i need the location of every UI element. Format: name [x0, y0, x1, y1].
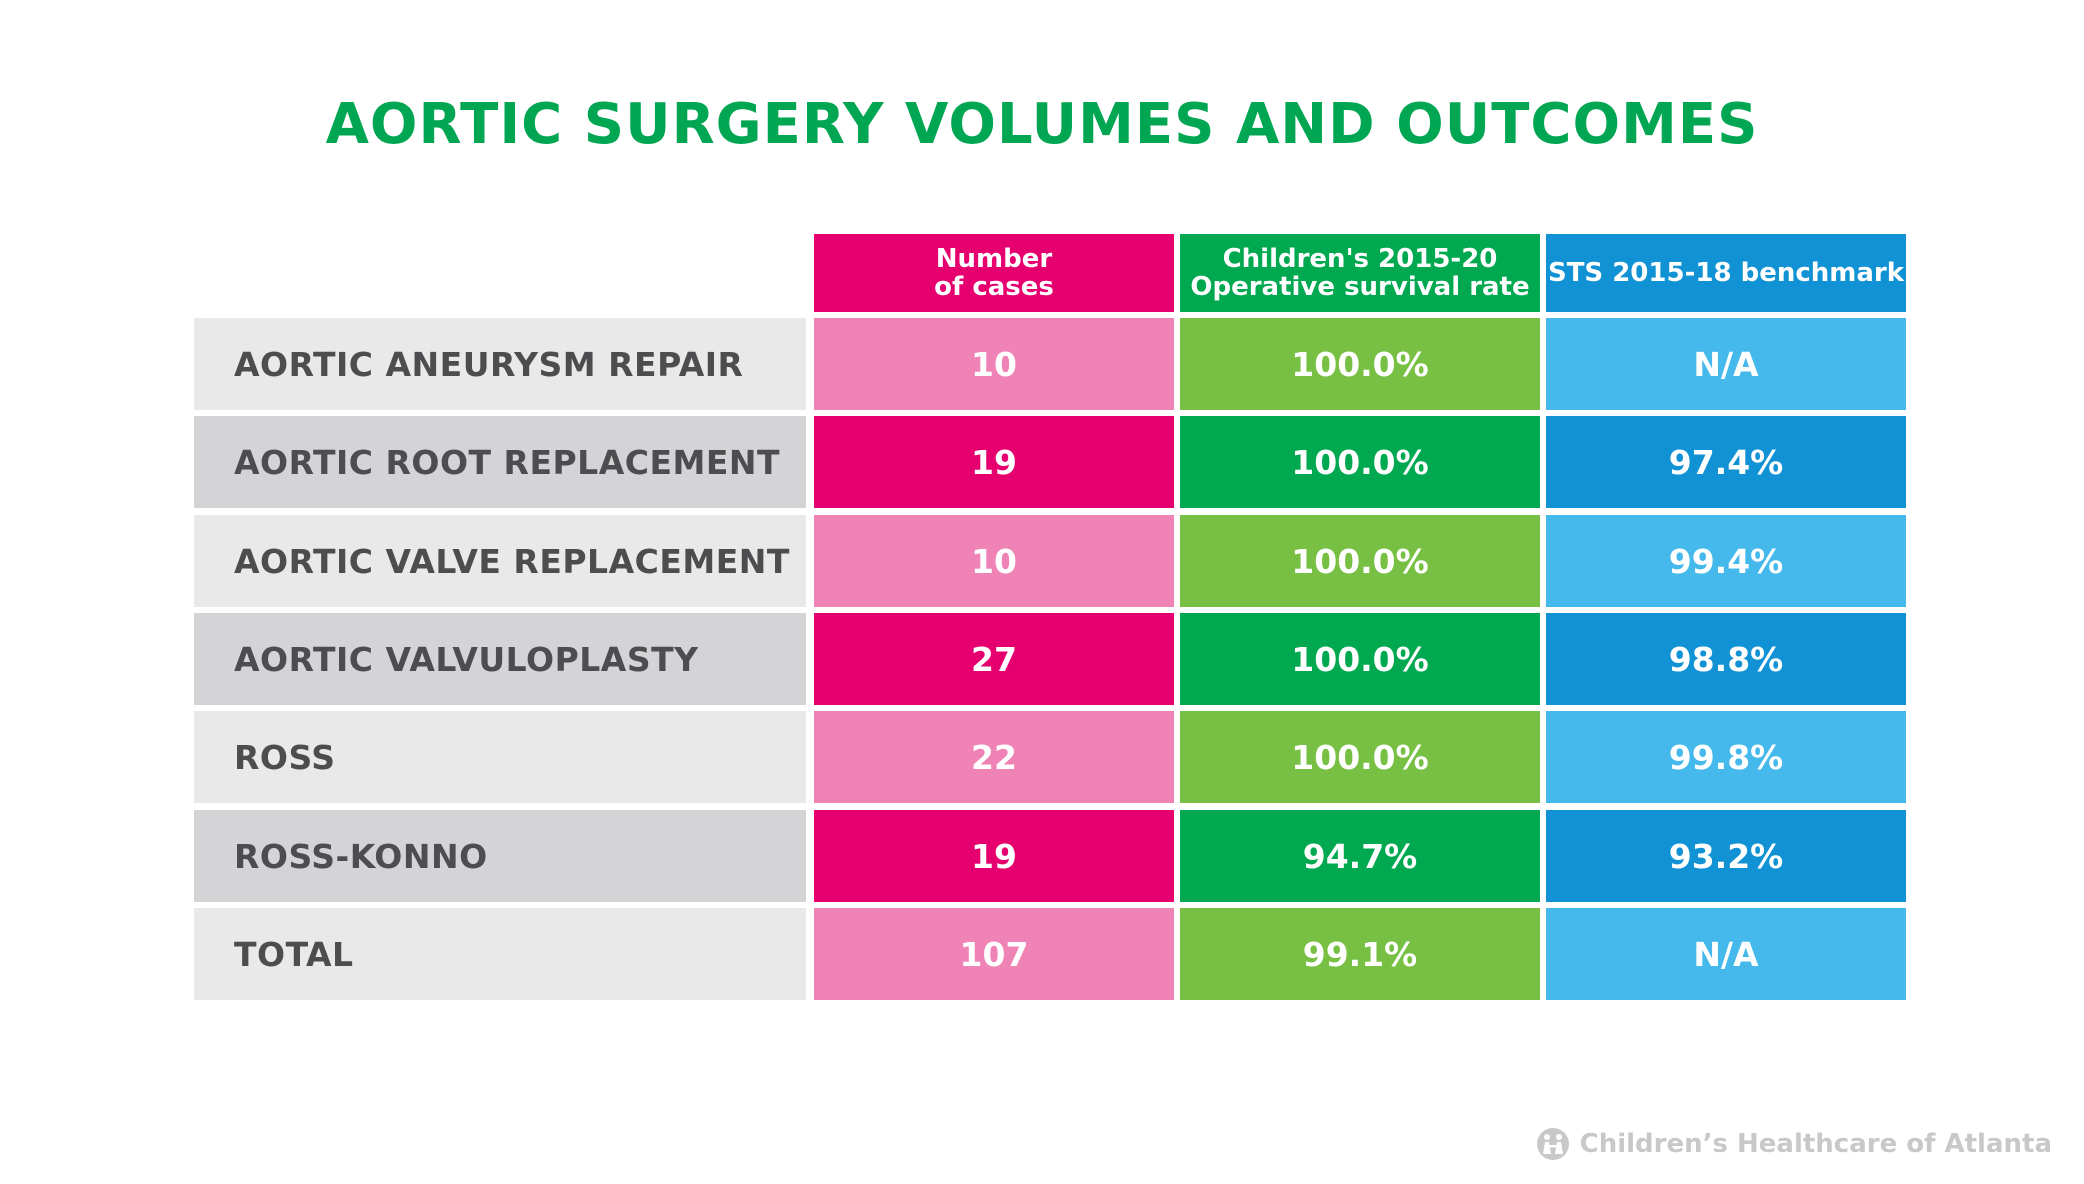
column-header: Children's 2015-20 Operative survival ra… [1180, 234, 1540, 312]
row-label: AORTIC ROOT REPLACEMENT [194, 416, 806, 508]
row-label: AORTIC ANEURYSM REPAIR [194, 318, 806, 410]
table-cell: 10 [814, 515, 1174, 607]
table-cell: N/A [1546, 908, 1906, 1000]
footer-text: Children’s Healthcare of Atlanta [1579, 1129, 2052, 1159]
table-cell: 100.0% [1180, 613, 1540, 705]
row-label: AORTIC VALVE REPLACEMENT [194, 515, 806, 607]
table-cell: 98.8% [1546, 613, 1906, 705]
table-cell: 99.1% [1180, 908, 1540, 1000]
chart-title: AORTIC SURGERY VOLUMES AND OUTCOMES [325, 92, 1759, 157]
row-label: ROSS-KONNO [194, 810, 806, 902]
footer-brand: Children’s Healthcare of Atlanta [1536, 1124, 2052, 1164]
row-label: ROSS [194, 711, 806, 803]
table-cell: 22 [814, 711, 1174, 803]
table-cell: 94.7% [1180, 810, 1540, 902]
row-label: AORTIC VALVULOPLASTY [194, 613, 806, 705]
table-cell: 100.0% [1180, 318, 1540, 410]
column-header: Number of cases [814, 234, 1174, 312]
table-cell: 10 [814, 318, 1174, 410]
table-cell: 93.2% [1546, 810, 1906, 902]
row-label: TOTAL [194, 908, 806, 1000]
childrens-healthcare-logo-icon [1536, 1128, 1569, 1160]
column-header: STS 2015-18 benchmark [1546, 234, 1906, 312]
table-cell: 100.0% [1180, 515, 1540, 607]
table-cell: 100.0% [1180, 711, 1540, 803]
table-cell: 97.4% [1546, 416, 1906, 508]
table-cell: 107 [814, 908, 1174, 1000]
table-cell: 19 [814, 416, 1174, 508]
table-cell: 19 [814, 810, 1174, 902]
table-cell: 27 [814, 613, 1174, 705]
table-cell: 99.4% [1546, 515, 1906, 607]
table-cell: N/A [1546, 318, 1906, 410]
table-cell: 100.0% [1180, 416, 1540, 508]
table-cell: 99.8% [1546, 711, 1906, 803]
